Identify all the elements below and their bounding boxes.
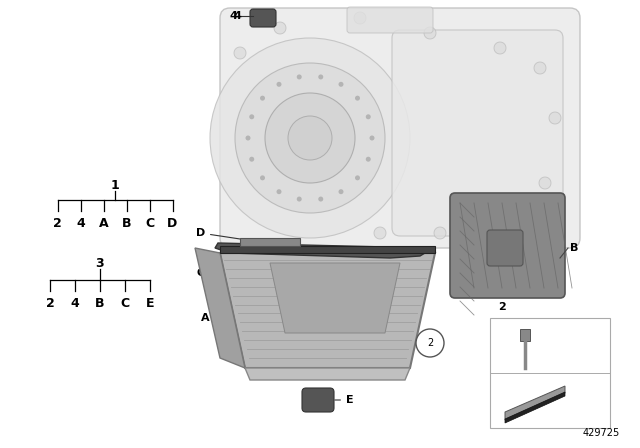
Polygon shape: [195, 248, 245, 368]
Text: 2: 2: [498, 302, 506, 312]
Text: B: B: [570, 243, 579, 253]
Circle shape: [297, 197, 301, 202]
Circle shape: [288, 116, 332, 160]
FancyBboxPatch shape: [302, 388, 334, 412]
FancyBboxPatch shape: [220, 8, 580, 248]
Circle shape: [297, 74, 301, 79]
Circle shape: [234, 47, 246, 59]
Circle shape: [494, 217, 506, 229]
Circle shape: [246, 135, 250, 141]
Polygon shape: [220, 246, 435, 253]
Circle shape: [249, 114, 254, 119]
Circle shape: [369, 135, 374, 141]
Circle shape: [355, 95, 360, 101]
Circle shape: [494, 42, 506, 54]
Text: B: B: [122, 217, 131, 230]
Circle shape: [260, 175, 265, 181]
Polygon shape: [215, 243, 430, 258]
Text: D: D: [196, 228, 257, 241]
Text: D: D: [168, 217, 178, 230]
Circle shape: [549, 112, 561, 124]
FancyBboxPatch shape: [490, 318, 610, 428]
Text: E: E: [146, 297, 154, 310]
FancyBboxPatch shape: [250, 9, 276, 27]
Circle shape: [276, 82, 282, 87]
Text: C: C: [145, 217, 154, 230]
Text: 4: 4: [76, 217, 85, 230]
Circle shape: [355, 175, 360, 181]
Text: 1: 1: [111, 178, 120, 191]
Text: 3: 3: [96, 257, 104, 270]
FancyBboxPatch shape: [392, 30, 563, 236]
Circle shape: [534, 62, 546, 74]
Circle shape: [366, 157, 371, 162]
Circle shape: [366, 114, 371, 119]
Text: A: A: [99, 217, 108, 230]
FancyBboxPatch shape: [450, 193, 565, 298]
Text: B: B: [95, 297, 105, 310]
Circle shape: [318, 74, 323, 79]
Circle shape: [235, 63, 385, 213]
Circle shape: [416, 329, 444, 357]
Polygon shape: [270, 263, 400, 333]
Circle shape: [274, 22, 286, 34]
Circle shape: [374, 227, 386, 239]
Circle shape: [434, 227, 446, 239]
Circle shape: [339, 189, 344, 194]
Polygon shape: [505, 392, 565, 423]
Polygon shape: [505, 386, 565, 420]
Text: 429725: 429725: [583, 428, 620, 438]
Polygon shape: [220, 253, 435, 368]
Circle shape: [260, 95, 265, 101]
FancyBboxPatch shape: [487, 230, 523, 266]
Circle shape: [539, 177, 551, 189]
Text: 2: 2: [427, 338, 433, 348]
Text: E: E: [335, 395, 354, 405]
Text: C: C: [197, 264, 227, 278]
Text: C: C: [120, 297, 129, 310]
Circle shape: [276, 189, 282, 194]
Polygon shape: [240, 238, 300, 246]
Circle shape: [249, 157, 254, 162]
Text: 4: 4: [229, 11, 237, 21]
Circle shape: [318, 197, 323, 202]
Text: 4: 4: [233, 11, 241, 21]
Text: 2: 2: [45, 297, 54, 310]
FancyBboxPatch shape: [520, 329, 530, 341]
Circle shape: [210, 38, 410, 238]
Circle shape: [339, 82, 344, 87]
Text: 4: 4: [70, 297, 79, 310]
FancyBboxPatch shape: [347, 7, 433, 33]
Text: 2: 2: [53, 217, 62, 230]
Polygon shape: [245, 368, 410, 380]
Circle shape: [265, 93, 355, 183]
Text: A: A: [202, 313, 252, 323]
Circle shape: [424, 27, 436, 39]
Circle shape: [354, 12, 366, 24]
